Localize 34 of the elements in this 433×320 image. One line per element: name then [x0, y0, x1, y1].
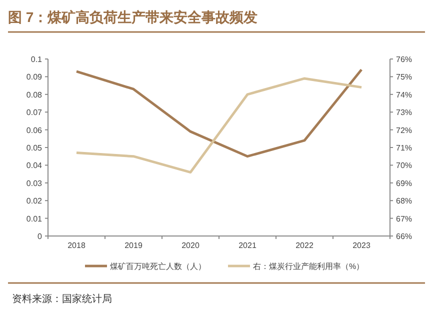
- legend-label: 右：煤炭行业产能利用率（%）: [253, 262, 364, 271]
- y-tick-label: 0.06: [26, 126, 43, 135]
- y2-tick-label: 67%: [396, 214, 412, 224]
- y2-tick-label: 68%: [396, 196, 412, 206]
- y-tick-label: 0.09: [26, 72, 43, 82]
- y2-tick-label: 75%: [396, 72, 412, 82]
- y-tick-label: 0.03: [26, 178, 43, 188]
- y2-tick-label: 76%: [396, 55, 412, 64]
- x-tick-label: 2019: [124, 241, 143, 250]
- y-tick-label: 0: [38, 232, 43, 241]
- text: 资料来源：国家统计局: [12, 293, 112, 305]
- line-series: [75, 77, 363, 174]
- y2-tick-label: 74%: [396, 90, 412, 100]
- x-tick-label: 2023: [352, 241, 371, 250]
- y-tick-label: 0.02: [26, 196, 43, 206]
- y-tick-label: 0.01: [26, 214, 43, 224]
- y2-tick-label: 73%: [396, 108, 412, 118]
- x-tick-label: 2020: [182, 241, 200, 250]
- y-tick-label: 0.07: [26, 108, 43, 118]
- y-tick-label: 0.08: [26, 90, 43, 100]
- x-tick-label: 2022: [296, 241, 314, 250]
- y2-tick-label: 71%: [396, 144, 412, 152]
- line-series: [75, 68, 363, 158]
- y-tick-label: 0.1: [30, 55, 43, 64]
- y2-tick-label: 70%: [396, 161, 412, 170]
- y2-tick-label: 69%: [396, 178, 412, 188]
- y-tick-label: 0.05: [26, 144, 43, 152]
- chart-title: 图 7：煤矿高负荷生产带来安全事故频发: [8, 9, 258, 25]
- y2-tick-label: 72%: [396, 126, 412, 135]
- x-tick-label: 2021: [238, 241, 257, 250]
- legend-label: 煤矿百万吨死亡人数（人）: [110, 262, 206, 271]
- x-tick-label: 2018: [68, 241, 86, 250]
- y-tick-label: 0.04: [26, 161, 43, 170]
- y2-tick-label: 66%: [396, 232, 412, 241]
